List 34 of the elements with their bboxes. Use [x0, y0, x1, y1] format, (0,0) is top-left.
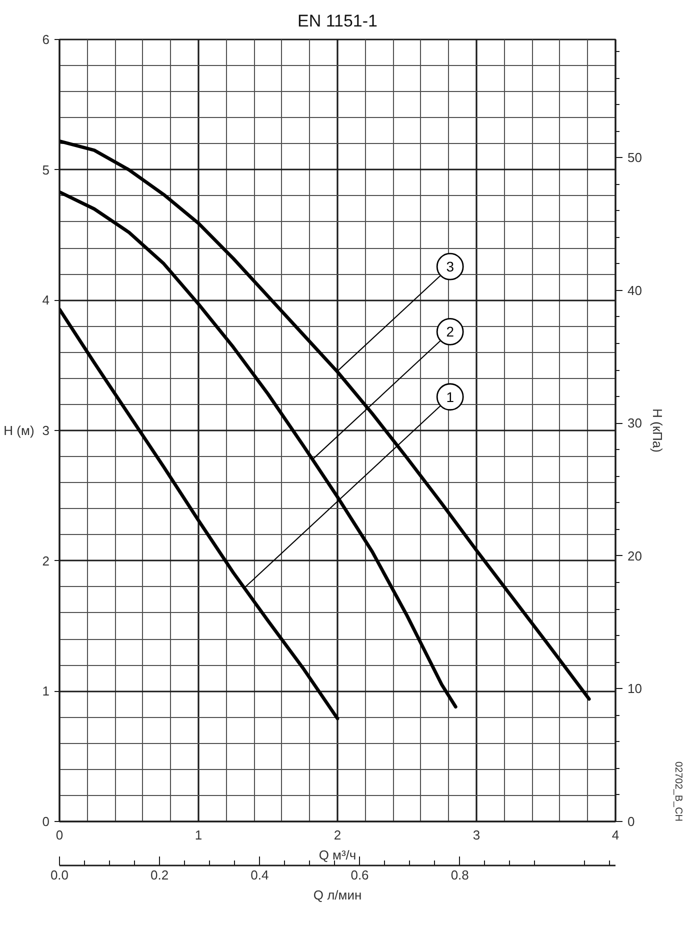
y-tick-label: 4: [42, 292, 50, 308]
x2-axis-title: Q л/мин: [313, 888, 362, 902]
y-tick-label: 5: [42, 162, 50, 178]
y-tick-label: 2: [42, 553, 50, 568]
y-tick-label: 6: [42, 32, 50, 47]
y-axis-title: H (м): [4, 423, 34, 438]
text: 2: [446, 324, 454, 340]
x-tick-label: 3: [472, 828, 480, 842]
x2-tick-label: 0.0: [50, 868, 69, 882]
x-tick-label: 1: [194, 828, 202, 842]
x2-tick-label: 0.2: [150, 868, 169, 882]
chart-title: EN 1151-1: [297, 12, 378, 30]
y2-axis-title: H (кПа): [650, 408, 665, 452]
y2-tick-label: 20: [628, 548, 642, 564]
text: 02702_B_CH: [672, 761, 684, 822]
y2-tick-label: 50: [628, 150, 642, 166]
x-tick-label: 4: [612, 828, 620, 842]
y2-tick-label: 30: [628, 416, 642, 431]
x-tick-label: 0: [56, 828, 64, 842]
y2-tick-label: 40: [628, 282, 642, 298]
x2-tick-label: 0.8: [450, 868, 469, 882]
x2-tick-label: 0.6: [350, 868, 369, 882]
y2-tick-label: 0: [628, 814, 635, 829]
line-series: [60, 190, 458, 709]
line-series: [60, 139, 591, 701]
text: 1: [446, 388, 454, 405]
y-tick-label: 0: [42, 814, 50, 829]
y2-tick-label: 10: [628, 681, 642, 696]
y-tick-label: 1: [42, 684, 50, 699]
text: 3: [446, 258, 454, 275]
x2-tick-label: 0.4: [250, 868, 269, 882]
y-tick-label: 3: [42, 423, 50, 438]
x-tick-label: 2: [334, 828, 342, 842]
x-axis-title: Q м³/ч: [318, 848, 356, 862]
